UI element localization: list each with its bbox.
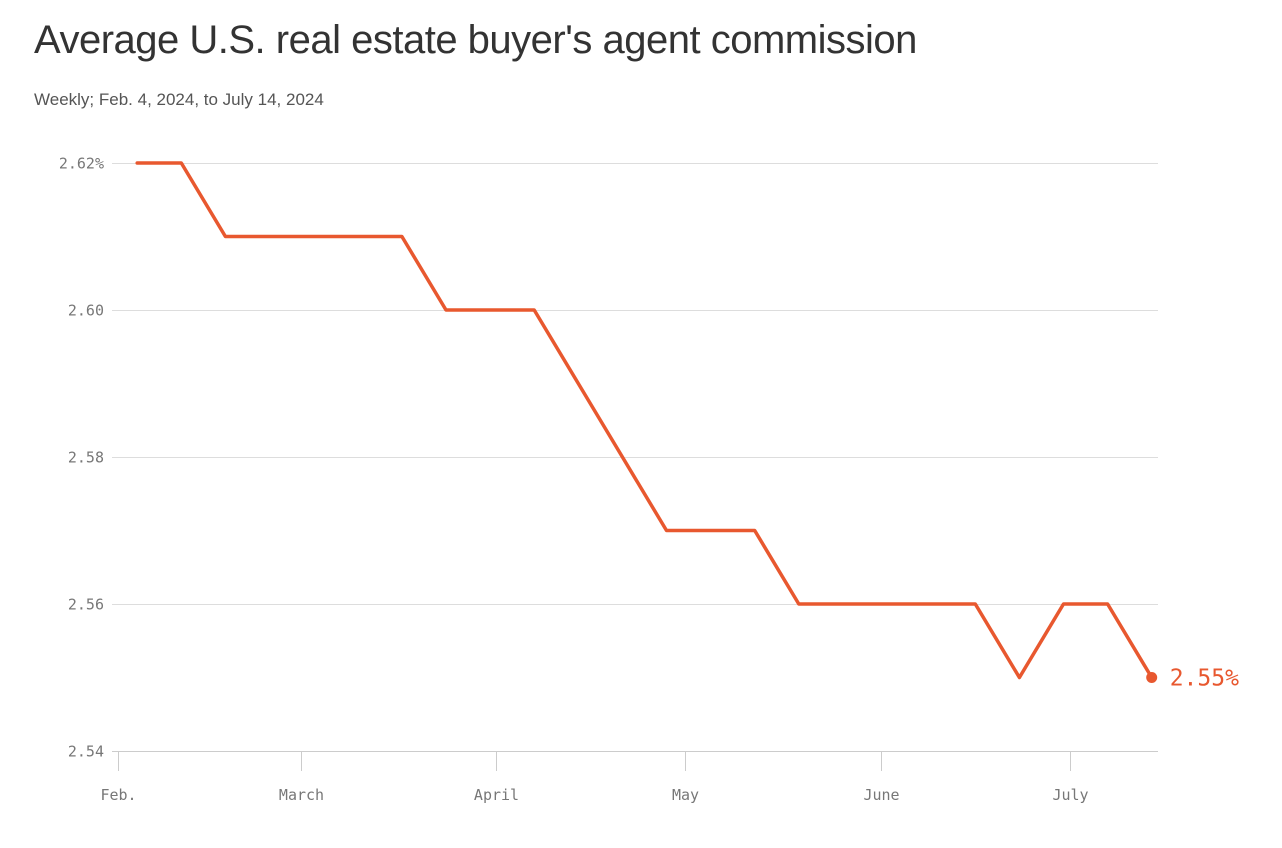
x-tick-label: March [279,786,324,804]
y-tick-label: 2.62% [59,155,104,173]
y-tick-label: 2.56 [68,596,104,614]
y-tick-label: 2.60 [68,302,104,320]
x-tick-label: May [672,786,699,804]
y-tick-label: 2.54 [68,743,104,761]
series-line [135,161,1154,680]
y-axis-labels: 2.62% 2.60 2.58 2.56 2.54 [59,155,104,761]
x-tick-label: Feb. [100,786,136,804]
x-tick-label: June [863,786,899,804]
end-point-marker [1146,672,1158,683]
series: 2.55% [135,161,1239,692]
gridlines [112,163,1158,605]
y-tick-label: 2.58 [68,449,104,467]
chart-subtitle: Weekly; Feb. 4, 2024, to July 14, 2024 [34,90,324,109]
x-axis-labels: Feb. March April May June July [100,786,1088,804]
end-value-label: 2.55% [1170,666,1239,692]
x-axis [112,751,1158,771]
chart-title: Average U.S. real estate buyer's agent c… [34,18,917,62]
x-tick-label: July [1052,786,1088,804]
x-tick-label: April [474,786,519,804]
